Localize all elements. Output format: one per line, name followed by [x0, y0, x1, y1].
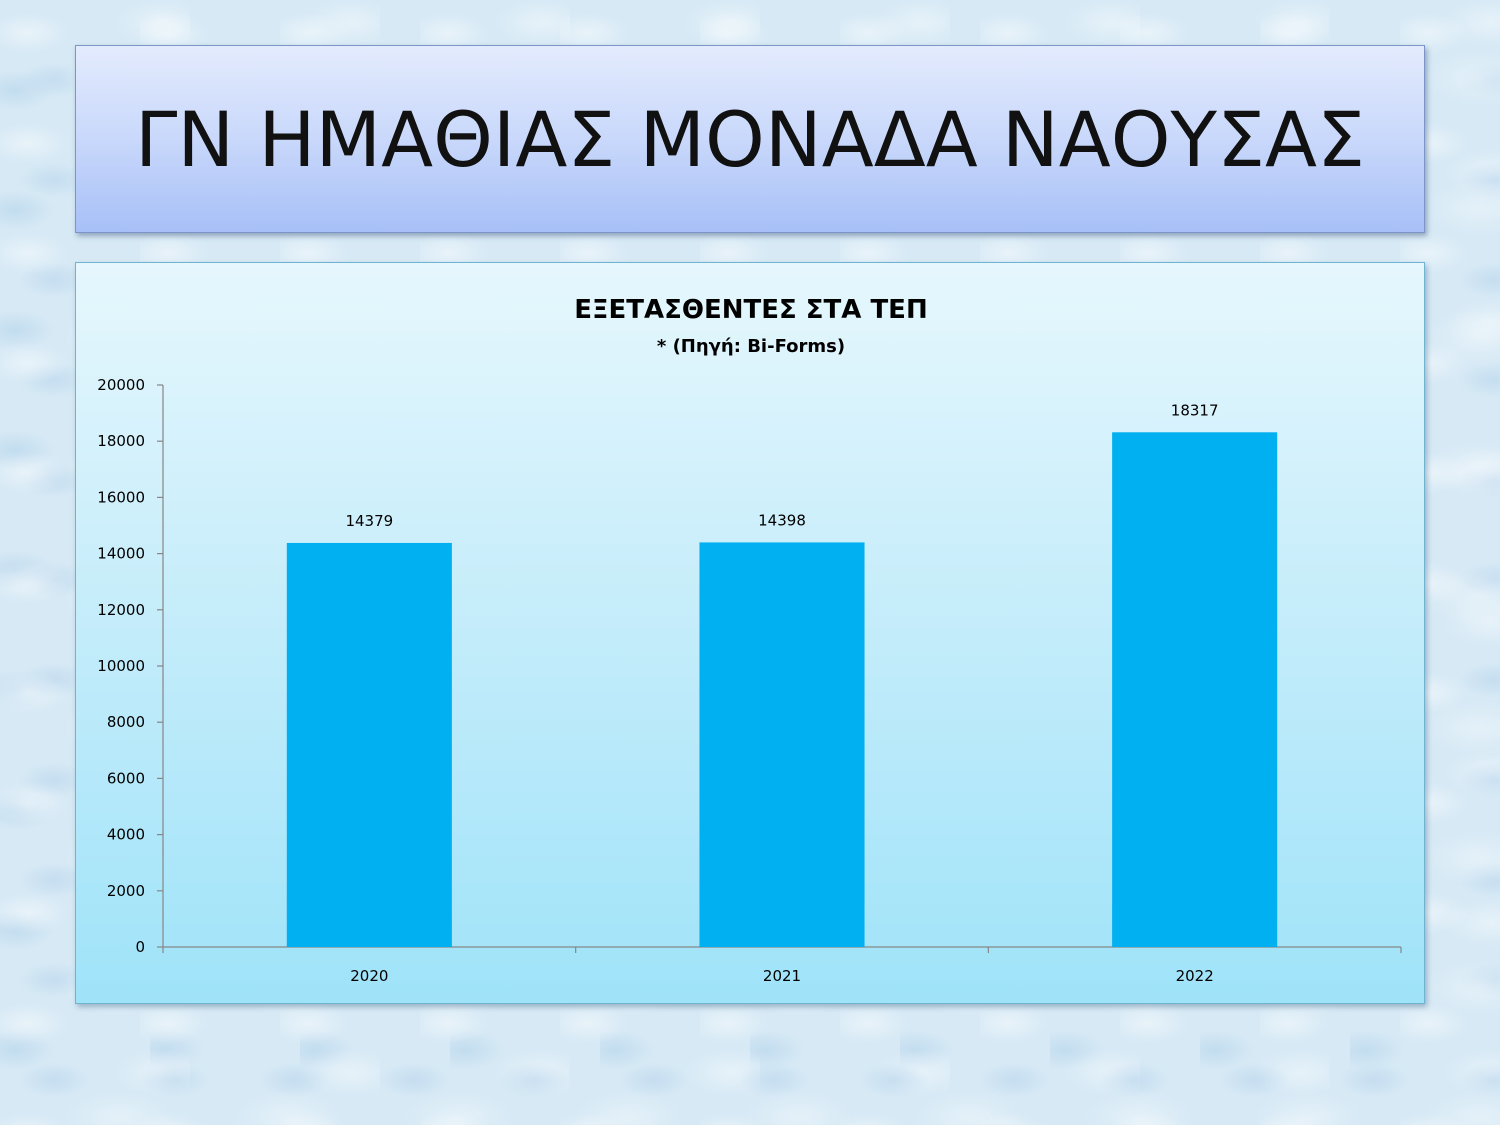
y-tick-label: 18000: [97, 432, 145, 450]
bars: [286, 432, 1278, 947]
data-labels: 14379 14398 18317: [345, 401, 1218, 530]
chart-title: ΕΞΕΤΑΣΘΕΝΤΕΣ ΣΤΑ ΤΕΠ: [574, 295, 927, 325]
bar-2021: [699, 542, 865, 947]
y-tick-label: 16000: [97, 488, 145, 506]
slide-title: ΓΝ ΗΜΑΘΙΑΣ ΜΟΝΑΔΑ ΝΑΟΥΣΑΣ: [135, 94, 1365, 184]
y-tick-label: 6000: [107, 769, 145, 787]
y-tick-label: 12000: [97, 601, 145, 619]
y-tick-label: 0: [135, 938, 145, 956]
bar-2022: [1112, 432, 1278, 947]
data-label-2020: 14379: [345, 512, 393, 530]
bar-chart: ΕΞΕΤΑΣΘΕΝΤΕΣ ΣΤΑ ΤΕΠ * (Πηγή: Bi-Forms) …: [97, 295, 1402, 985]
bar-2020: [286, 542, 452, 947]
y-tick-label: 8000: [107, 713, 145, 731]
chart-subtitle: * (Πηγή: Bi-Forms): [657, 336, 845, 357]
x-tick-label-2022: 2022: [1176, 967, 1214, 985]
y-tick-label: 4000: [107, 826, 145, 844]
y-tick-label: 14000: [97, 545, 145, 563]
y-tick-label: 20000: [97, 376, 145, 394]
x-tick-label-2021: 2021: [763, 967, 801, 985]
y-tick-label: 10000: [97, 657, 145, 675]
x-tick-label-2020: 2020: [350, 967, 388, 985]
y-tick-label: 2000: [107, 882, 145, 900]
data-label-2021: 14398: [758, 511, 806, 529]
x-axis: 2020 2021 2022: [162, 946, 1402, 985]
slide-title-box: ΓΝ ΗΜΑΘΙΑΣ ΜΟΝΑΔΑ ΝΑΟΥΣΑΣ: [75, 45, 1425, 233]
data-label-2022: 18317: [1171, 401, 1219, 419]
y-axis: 0 2000 4000 6000 8000 10000 12000 14000 16000 180…: [97, 376, 164, 956]
chart-area: ΕΞΕΤΑΣΘΕΝΤΕΣ ΣΤΑ ΤΕΠ * (Πηγή: Bi-Forms) …: [75, 262, 1425, 1004]
